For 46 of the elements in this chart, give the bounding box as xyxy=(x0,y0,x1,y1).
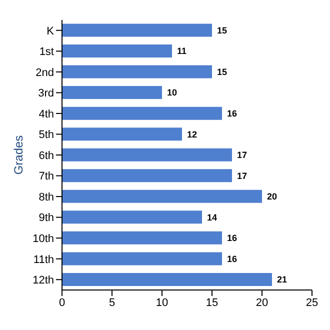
bar xyxy=(62,231,222,244)
y-tick-label: 6th xyxy=(38,150,54,162)
bar xyxy=(62,190,262,203)
bar xyxy=(62,24,212,37)
bar xyxy=(62,252,222,266)
data-label: 14 xyxy=(207,212,218,222)
bar xyxy=(62,44,172,58)
x-tick-label: 0 xyxy=(58,296,66,309)
data-label: 17 xyxy=(237,150,248,160)
y-tick-label: 9th xyxy=(38,212,54,224)
y-tick-label: 10th xyxy=(32,232,54,245)
x-tick-label: 20 xyxy=(256,296,268,309)
y-tick-label: 1st xyxy=(39,46,54,58)
data-label: 11 xyxy=(177,46,187,56)
data-label: 21 xyxy=(277,274,288,285)
data-label: 16 xyxy=(227,108,238,119)
bar xyxy=(62,272,272,286)
data-label: 17 xyxy=(237,170,248,181)
y-tick-label: 5th xyxy=(38,129,54,142)
x-tick-label: 15 xyxy=(206,296,218,309)
y-tick-label: 4th xyxy=(38,108,54,120)
x-tick-label: 10 xyxy=(156,296,168,309)
data-label: 10 xyxy=(167,88,178,98)
bar xyxy=(62,169,232,182)
data-label: 16 xyxy=(227,233,238,244)
y-tick-label: 7th xyxy=(38,170,54,183)
data-label: 15 xyxy=(217,25,228,36)
y-tick-label: 12th xyxy=(32,274,54,287)
x-tick-label: 25 xyxy=(306,296,318,309)
bar xyxy=(62,148,232,162)
bar xyxy=(62,106,222,120)
y-tick-label: 8th xyxy=(38,191,54,204)
data-label: 15 xyxy=(217,66,228,77)
data-label: 12 xyxy=(187,129,198,140)
bar xyxy=(62,128,182,141)
data-label: 20 xyxy=(267,192,278,202)
y-axis-title: Grades xyxy=(11,135,26,175)
bar xyxy=(62,65,212,78)
data-label: 16 xyxy=(227,254,238,264)
y-tick-label: 2nd xyxy=(36,66,54,79)
y-tick-label: K xyxy=(46,25,55,38)
bar xyxy=(62,86,162,100)
y-tick-label: 3rd xyxy=(38,88,54,100)
bar xyxy=(62,210,202,224)
x-tick-label: 5 xyxy=(108,296,116,309)
y-tick-label: 11th xyxy=(33,254,54,266)
